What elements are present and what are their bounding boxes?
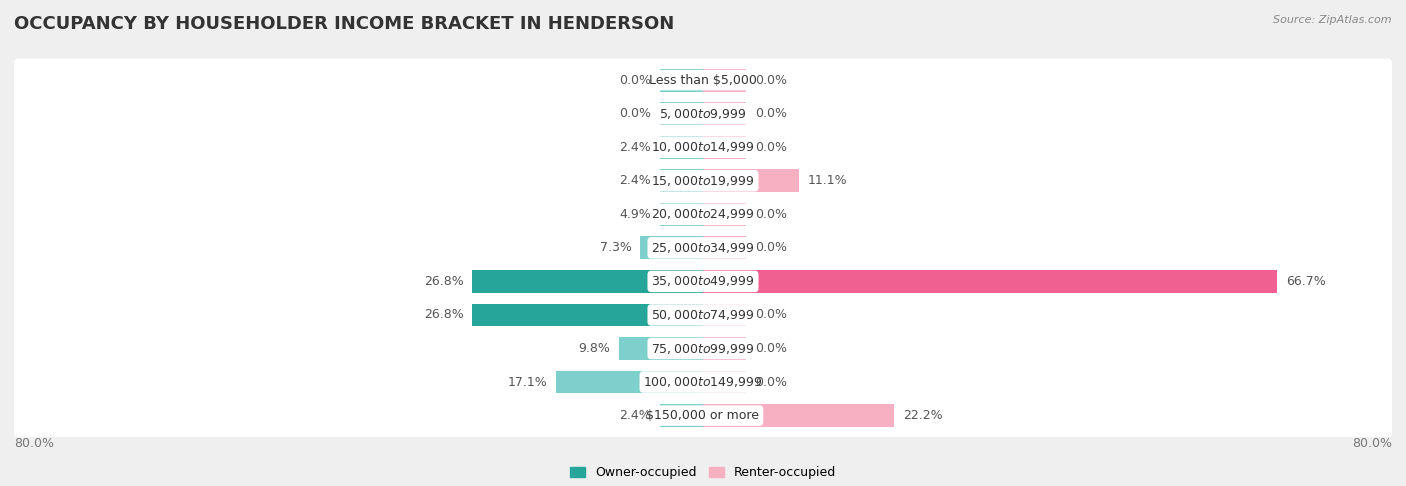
Text: 2.4%: 2.4% [620, 409, 651, 422]
Text: 0.0%: 0.0% [755, 73, 787, 87]
Text: 0.0%: 0.0% [755, 141, 787, 154]
Text: $5,000 to $9,999: $5,000 to $9,999 [659, 106, 747, 121]
FancyBboxPatch shape [14, 260, 1392, 303]
Bar [659, 102, 703, 125]
FancyBboxPatch shape [14, 293, 1392, 337]
FancyBboxPatch shape [14, 92, 1392, 136]
Text: $100,000 to $149,999: $100,000 to $149,999 [644, 375, 762, 389]
FancyBboxPatch shape [14, 327, 1392, 370]
Text: 4.9%: 4.9% [620, 208, 651, 221]
Text: 0.0%: 0.0% [755, 107, 787, 120]
Bar [703, 169, 799, 192]
FancyBboxPatch shape [14, 159, 1392, 203]
Bar [703, 270, 1278, 293]
Bar [703, 136, 747, 158]
Text: 2.4%: 2.4% [620, 174, 651, 187]
Text: 80.0%: 80.0% [1353, 437, 1392, 451]
Bar [703, 337, 747, 360]
Text: $25,000 to $34,999: $25,000 to $34,999 [651, 241, 755, 255]
Text: OCCUPANCY BY HOUSEHOLDER INCOME BRACKET IN HENDERSON: OCCUPANCY BY HOUSEHOLDER INCOME BRACKET … [14, 15, 675, 33]
Bar [703, 304, 747, 327]
FancyBboxPatch shape [11, 123, 1395, 172]
Bar [659, 203, 703, 226]
Text: 26.8%: 26.8% [423, 275, 464, 288]
Text: $20,000 to $24,999: $20,000 to $24,999 [651, 208, 755, 221]
Text: 11.1%: 11.1% [807, 174, 846, 187]
FancyBboxPatch shape [11, 89, 1395, 138]
FancyBboxPatch shape [11, 156, 1395, 205]
Text: 0.0%: 0.0% [619, 107, 651, 120]
Text: 17.1%: 17.1% [508, 376, 547, 388]
Bar [619, 337, 703, 360]
Text: 2.4%: 2.4% [620, 141, 651, 154]
FancyBboxPatch shape [11, 391, 1395, 440]
Text: Less than $5,000: Less than $5,000 [650, 73, 756, 87]
FancyBboxPatch shape [11, 291, 1395, 339]
Text: $75,000 to $99,999: $75,000 to $99,999 [651, 342, 755, 355]
Text: 0.0%: 0.0% [755, 342, 787, 355]
Text: $35,000 to $49,999: $35,000 to $49,999 [651, 275, 755, 288]
Bar [703, 69, 747, 91]
Bar [659, 169, 703, 192]
Bar [472, 270, 703, 293]
Bar [555, 371, 703, 394]
FancyBboxPatch shape [11, 56, 1395, 104]
FancyBboxPatch shape [14, 394, 1392, 437]
Bar [659, 69, 703, 91]
Bar [659, 136, 703, 158]
Bar [659, 404, 703, 427]
Bar [703, 237, 747, 259]
Text: 0.0%: 0.0% [755, 242, 787, 254]
Text: 26.8%: 26.8% [423, 309, 464, 321]
FancyBboxPatch shape [14, 58, 1392, 102]
Text: 66.7%: 66.7% [1286, 275, 1326, 288]
FancyBboxPatch shape [11, 257, 1395, 306]
Text: 22.2%: 22.2% [903, 409, 942, 422]
Text: 0.0%: 0.0% [755, 376, 787, 388]
Text: $15,000 to $19,999: $15,000 to $19,999 [651, 174, 755, 188]
FancyBboxPatch shape [14, 360, 1392, 404]
FancyBboxPatch shape [14, 125, 1392, 169]
FancyBboxPatch shape [11, 224, 1395, 272]
Legend: Owner-occupied, Renter-occupied: Owner-occupied, Renter-occupied [565, 461, 841, 484]
Bar [472, 304, 703, 327]
FancyBboxPatch shape [14, 226, 1392, 270]
FancyBboxPatch shape [11, 190, 1395, 239]
Text: Source: ZipAtlas.com: Source: ZipAtlas.com [1274, 15, 1392, 25]
Text: 0.0%: 0.0% [755, 208, 787, 221]
FancyBboxPatch shape [11, 358, 1395, 406]
Bar [703, 203, 747, 226]
Text: 9.8%: 9.8% [578, 342, 610, 355]
Bar [703, 371, 747, 394]
Text: $10,000 to $14,999: $10,000 to $14,999 [651, 140, 755, 154]
FancyBboxPatch shape [14, 192, 1392, 236]
Text: 0.0%: 0.0% [755, 309, 787, 321]
Text: 7.3%: 7.3% [599, 242, 631, 254]
Text: 80.0%: 80.0% [14, 437, 53, 451]
Text: $50,000 to $74,999: $50,000 to $74,999 [651, 308, 755, 322]
Bar [703, 404, 894, 427]
Text: $150,000 or more: $150,000 or more [647, 409, 759, 422]
Bar [640, 237, 703, 259]
Bar [703, 102, 747, 125]
FancyBboxPatch shape [11, 324, 1395, 373]
Text: 0.0%: 0.0% [619, 73, 651, 87]
